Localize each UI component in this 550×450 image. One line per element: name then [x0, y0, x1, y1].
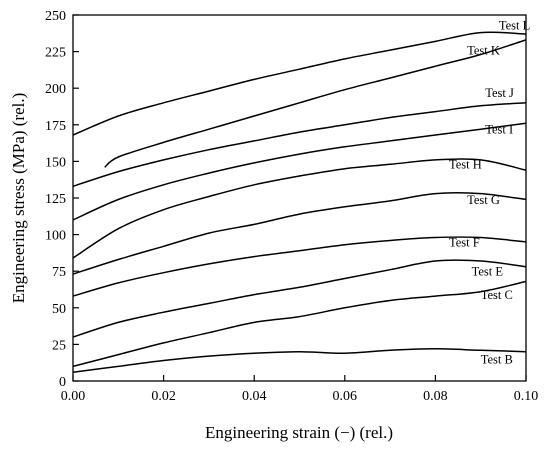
y-tick-label: 225	[45, 46, 66, 61]
y-tick-label: 175	[45, 119, 66, 134]
curve-test-b	[72, 348, 527, 373]
y-axis-ticks: 0 25 50 75 100 125 150 175 200 225 250	[45, 9, 79, 390]
x-tick-label: 0.06	[333, 389, 358, 404]
curve-test-c	[72, 280, 527, 368]
curve-test-l	[72, 31, 527, 136]
label-test-k: Test K	[467, 44, 500, 58]
curve-test-i	[72, 122, 527, 221]
y-tick-label: 150	[45, 155, 66, 170]
label-test-e: Test E	[472, 265, 504, 279]
label-test-l: Test L	[499, 19, 530, 33]
curve-test-k	[104, 39, 527, 168]
y-axis-title: Engineering stress (MPa) (rel.)	[9, 93, 28, 304]
curve-test-f	[72, 236, 527, 297]
series-labels: Test L Test K Test J Test I Test H Test G Test…	[449, 19, 530, 367]
curve-test-j	[72, 102, 527, 188]
y-tick-label: 125	[45, 192, 66, 207]
label-test-c: Test C	[481, 288, 513, 302]
y-tick-label: 75	[52, 265, 66, 280]
label-test-b: Test B	[481, 352, 513, 366]
curve-test-h	[72, 158, 527, 259]
x-tick-label: 0.04	[242, 389, 267, 404]
x-tick-label: 0.08	[423, 389, 448, 404]
curve-test-e	[72, 259, 527, 338]
label-test-j: Test J	[485, 86, 514, 100]
y-tick-label: 100	[45, 229, 66, 244]
y-tick-label: 200	[45, 82, 66, 97]
x-axis-title: Engineering strain (−) (rel.)	[205, 423, 393, 442]
x-axis-ticks: 0.00 0.02 0.04 0.06 0.08 0.10	[61, 375, 539, 404]
label-test-f: Test F	[449, 235, 480, 249]
x-tick-label: 0.10	[514, 389, 539, 404]
y-tick-label: 0	[59, 375, 66, 390]
y-tick-label: 250	[45, 9, 66, 24]
series-curves	[72, 31, 527, 373]
label-test-i: Test I	[485, 123, 513, 137]
label-test-h: Test H	[449, 158, 482, 172]
y-tick-label: 50	[52, 302, 66, 317]
label-test-g: Test G	[467, 193, 500, 207]
curve-test-g	[72, 192, 527, 275]
y-tick-label: 25	[52, 338, 66, 353]
x-tick-label: 0.02	[151, 389, 176, 404]
x-tick-label: 0.00	[61, 389, 86, 404]
